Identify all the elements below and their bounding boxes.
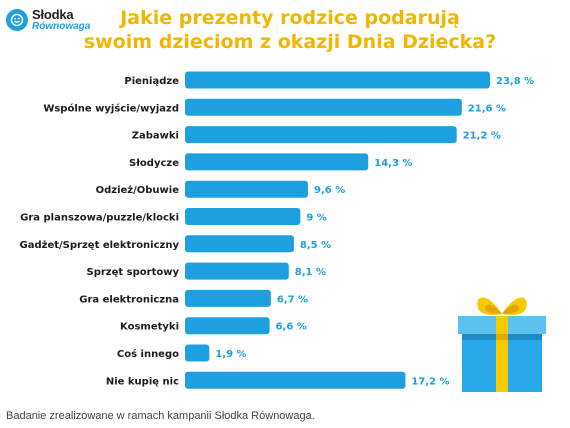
logo-name: Słodka (32, 7, 74, 22)
value-label: 8,1 % (295, 267, 326, 278)
logo-emblem-icon (6, 9, 28, 31)
logo-subname: Równowaga (32, 21, 91, 32)
bar-chart: Pieniądze 23,8 % Wspólne wyjście/wyjazd 21,… (20, 71, 534, 389)
bar (185, 180, 309, 198)
value-label: 6,6 % (276, 322, 307, 333)
category-label: Gra elektroniczna (79, 294, 179, 305)
value-label: 17,2 % (411, 376, 449, 387)
value-label: 1,9 % (215, 349, 246, 360)
chart-title: Jakie prezenty rodzice podarują swoim dz… (70, 6, 510, 54)
category-label: Gra planszowa/puzzle/klocki (20, 213, 179, 224)
value-label: 6,7 % (277, 294, 308, 305)
value-label: 21,6 % (468, 103, 506, 114)
category-label: Kosmetyki (120, 322, 179, 333)
value-label: 23,8 % (496, 76, 534, 87)
bar (185, 126, 457, 144)
category-label: Sprzęt sportowy (87, 267, 180, 278)
bar (185, 208, 301, 225)
bar (185, 153, 369, 171)
category-label: Wspólne wyjście/wyjazd (43, 102, 179, 114)
category-label: Słodycze (129, 158, 179, 169)
value-label: 21,2 % (463, 131, 501, 142)
bar (185, 371, 406, 389)
bar (185, 317, 270, 335)
chart-title-line-2: swoim dzieciom z okazji Dnia Dziecka? (83, 31, 497, 53)
bar (185, 98, 462, 116)
value-label: 9 % (306, 213, 326, 224)
category-label: Coś innego (117, 348, 179, 360)
category-label: Odzież/Obuwie (96, 185, 180, 196)
category-label: Gadżet/Sprzęt elektroniczny (20, 240, 180, 251)
brand-logo: Słodka Równowaga (6, 8, 90, 32)
footnote: Badanie zrealizowane w ramach kampanii S… (6, 410, 315, 422)
value-label: 14,3 % (374, 158, 412, 169)
gift-box-icon (458, 297, 546, 392)
category-label: Nie kupię nic (106, 376, 179, 387)
category-label: Pieniądze (124, 76, 179, 87)
chart-title-line-1: Jakie prezenty rodzice podarują (120, 7, 460, 29)
category-label: Zabawki (132, 131, 179, 142)
bar (185, 344, 210, 362)
bar (185, 71, 490, 89)
value-label: 9,6 % (314, 185, 345, 196)
bar (185, 235, 294, 253)
bar (185, 289, 271, 307)
value-label: 8,5 % (300, 240, 331, 251)
bar (185, 262, 289, 280)
